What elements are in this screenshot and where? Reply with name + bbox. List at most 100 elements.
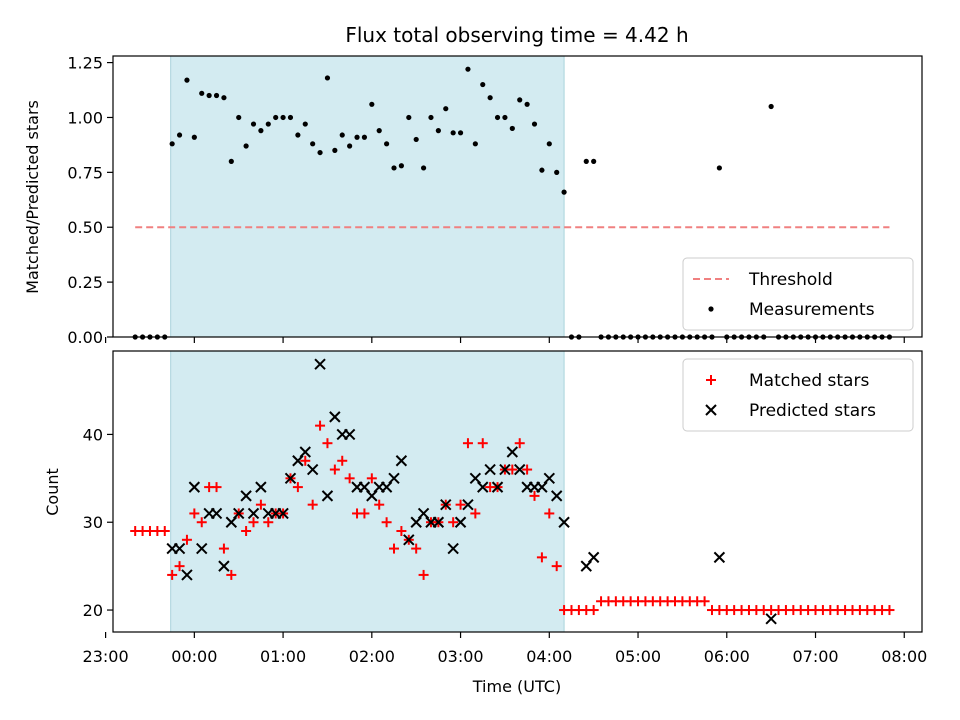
matched-point — [381, 517, 392, 528]
measurement-point — [591, 158, 597, 164]
matched-point — [174, 561, 185, 572]
measurement-point — [236, 114, 242, 121]
matched-point — [544, 508, 555, 519]
measurement-point — [420, 165, 427, 171]
predicted-point — [395, 455, 408, 467]
matched-point — [329, 464, 340, 475]
predicted-point — [173, 542, 186, 555]
x-tick-label: 08:00 — [881, 647, 927, 666]
matched-point — [241, 526, 252, 537]
measurement-point — [228, 158, 234, 164]
chart-title: Flux total observing time = 4.42 h — [345, 23, 688, 47]
matched-point — [529, 490, 540, 501]
matched-point — [167, 569, 178, 580]
predicted-point — [765, 613, 777, 625]
bottom-y-axis-label: Count — [43, 468, 62, 516]
measurement-point — [376, 128, 382, 134]
predicted-point — [218, 560, 230, 572]
predicted-point — [329, 411, 341, 423]
measurement-point — [273, 114, 279, 121]
measurement-point — [391, 165, 397, 171]
x-tick-label: 23:00 — [83, 647, 129, 666]
measurement-point — [509, 125, 515, 132]
matched-point — [226, 569, 237, 580]
matched-point — [181, 534, 192, 545]
matched-point — [551, 561, 562, 572]
predicted-point — [306, 463, 319, 476]
matched-point — [884, 605, 895, 616]
measurement-point — [502, 114, 508, 121]
matched-point — [588, 605, 599, 616]
predicted-point — [550, 490, 563, 502]
measurement-point — [531, 121, 538, 127]
predicted-point — [514, 463, 526, 476]
matched-point — [307, 499, 318, 510]
predicted-point — [454, 516, 467, 528]
predicted-point — [558, 516, 570, 528]
predicted-point — [240, 490, 252, 502]
predicted-point — [321, 490, 334, 502]
matched-point — [470, 508, 481, 519]
predicted-point — [499, 463, 511, 476]
matched-point — [211, 482, 222, 493]
predicted-point — [277, 507, 289, 520]
measurement-point — [487, 95, 493, 101]
measurement-point — [494, 114, 501, 121]
x-tick-label: 05:00 — [615, 647, 661, 666]
predicted-point — [403, 534, 415, 546]
measurement-point — [310, 141, 316, 147]
matched-point — [522, 464, 533, 475]
matched-point — [322, 438, 333, 449]
measurement-point — [184, 77, 190, 83]
predicted-point — [196, 542, 208, 555]
measurement-point — [250, 121, 257, 127]
measurement-point — [199, 90, 205, 96]
measurement-point — [339, 132, 345, 138]
legend-label: Measurements — [749, 300, 875, 320]
predicted-point — [432, 516, 445, 528]
matched-point — [418, 569, 429, 580]
top-y-tick-label: 0.25 — [67, 273, 103, 292]
matched-point — [699, 596, 710, 607]
measurement-point — [361, 134, 368, 140]
measurement-point — [354, 134, 360, 140]
measurement-point — [554, 169, 560, 175]
measurement-point — [369, 101, 375, 107]
predicted-point — [543, 472, 556, 485]
measurement-point — [546, 141, 552, 147]
predicted-point — [188, 481, 201, 493]
predicted-point — [462, 498, 474, 511]
measurement-point — [524, 101, 530, 107]
top-y-tick-label: 0.00 — [67, 328, 103, 347]
measurement-point — [243, 143, 249, 149]
bottom-legend: Matched stars Predicted stars — [682, 358, 914, 432]
matched-point — [337, 455, 348, 466]
legend-label: Matched stars — [749, 371, 869, 391]
measurement-point — [258, 128, 264, 134]
matched-point — [248, 517, 259, 528]
bottom-axes-frame — [112, 350, 923, 633]
matched-point — [292, 482, 303, 493]
measurement-point — [302, 121, 308, 127]
measurement-point — [443, 106, 449, 112]
measurement-point — [517, 97, 523, 103]
predicted-point — [255, 481, 267, 493]
measurement-point — [384, 141, 390, 147]
x-tick-label: 00:00 — [171, 647, 217, 666]
measurement-point — [347, 143, 353, 149]
predicted-point — [314, 358, 326, 370]
measurement-point — [428, 114, 434, 121]
matched-point — [455, 499, 466, 510]
predicted-point — [491, 481, 504, 493]
measurement-point — [539, 167, 545, 173]
top-y-tick-label: 0.75 — [67, 163, 103, 182]
measurement-point — [450, 130, 456, 136]
matched-point — [189, 508, 200, 519]
matched-point — [359, 508, 370, 519]
measurement-point — [324, 75, 331, 81]
measurement-point — [176, 132, 183, 138]
x-tick-label: 04:00 — [526, 647, 572, 666]
measurement-point — [398, 163, 405, 169]
measurement-point — [206, 92, 212, 99]
